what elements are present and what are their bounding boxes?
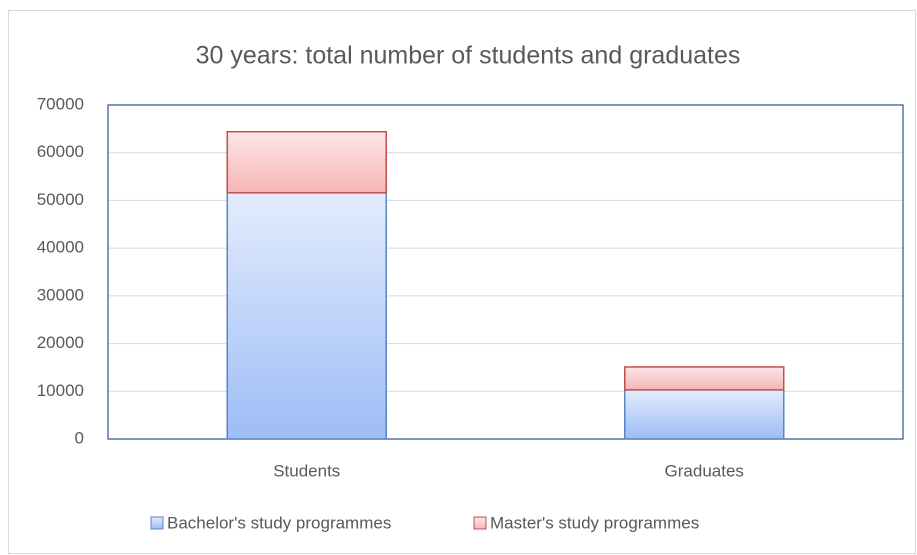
- bar-segment: [624, 389, 785, 440]
- y-tick-label: 70000: [37, 94, 84, 113]
- legend-label: Bachelor's study programmes: [167, 513, 391, 532]
- y-tick-label: 0: [75, 428, 84, 447]
- y-tick-label: 10000: [37, 381, 84, 400]
- chart-border: [8, 10, 916, 554]
- y-tick-label: 50000: [37, 190, 84, 209]
- bar-segment: [226, 130, 387, 194]
- x-tick-label: Graduates: [665, 461, 744, 480]
- legend-swatch: [150, 516, 164, 530]
- y-tick-label: 30000: [37, 285, 84, 304]
- y-tick-label: 60000: [37, 142, 84, 161]
- chart-title: 30 years: total number of students and g…: [196, 42, 741, 70]
- y-tick-label: 40000: [37, 238, 84, 257]
- legend-swatch: [473, 516, 487, 530]
- bar-segment: [624, 366, 785, 391]
- plot-frame: [107, 104, 904, 440]
- legend-label: Master's study programmes: [490, 513, 699, 532]
- y-tick-label: 20000: [37, 333, 84, 352]
- x-tick-label: Students: [273, 461, 340, 480]
- bar-segment: [226, 192, 387, 440]
